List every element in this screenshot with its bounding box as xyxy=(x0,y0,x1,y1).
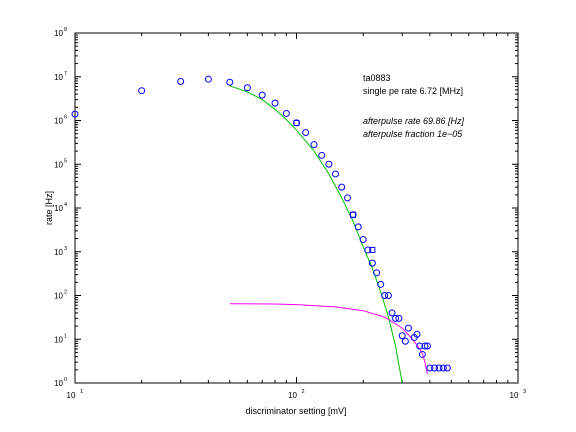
data-point xyxy=(413,330,421,338)
data-point xyxy=(332,170,340,178)
y-tick-label: 10 xyxy=(54,29,63,38)
data-point xyxy=(381,292,389,299)
data-point xyxy=(388,309,396,317)
data-point xyxy=(443,364,451,372)
annotation-afterpulse-rate: afterpulse rate 69.86 [Hz] xyxy=(363,116,465,126)
y-tick-label: 10 xyxy=(54,117,63,126)
fit-curve-magenta xyxy=(229,303,428,375)
data-point xyxy=(423,342,431,350)
y-tick-exponent: 7 xyxy=(64,71,67,77)
data-point xyxy=(421,342,429,350)
data-point xyxy=(398,332,406,340)
data-point xyxy=(368,259,376,267)
y-tick-exponent: 2 xyxy=(64,290,67,296)
y-tick-label: 10 xyxy=(54,73,63,82)
x-tick-label: 10 xyxy=(288,391,297,400)
y-tick-label: 10 xyxy=(54,292,63,301)
data-marks xyxy=(71,75,451,384)
x-tick-exponent: 3 xyxy=(523,389,526,395)
data-point-square xyxy=(293,119,300,126)
y-tick-exponent: 5 xyxy=(64,158,67,164)
data-point xyxy=(310,141,318,149)
y-tick-label: 10 xyxy=(54,335,63,344)
plot-frame xyxy=(74,32,519,384)
data-point xyxy=(338,183,346,191)
data-point xyxy=(364,246,372,254)
y-tick-exponent: 3 xyxy=(64,246,67,252)
y-tick-label: 10 xyxy=(54,160,63,169)
data-point xyxy=(282,109,290,117)
y-tick-label: 10 xyxy=(54,248,63,257)
tick-group: 10 1 10 2 10 310 010 110 210 310 410 510 610 710 8 xyxy=(54,27,526,400)
y-tick-exponent: 1 xyxy=(64,333,67,339)
data-point xyxy=(359,236,367,244)
data-point xyxy=(439,364,447,372)
y-tick-label: 10 xyxy=(54,204,63,213)
data-point xyxy=(435,364,443,372)
data-point xyxy=(325,160,333,168)
annotation-single-pe-rate: single pe rate 6.72 [MHz] xyxy=(363,86,463,96)
data-point xyxy=(431,364,439,372)
data-point xyxy=(395,314,403,322)
data-point xyxy=(377,280,385,288)
x-axis-label: discriminator setting [mV] xyxy=(245,406,346,416)
data-point xyxy=(416,342,424,350)
data-point xyxy=(344,194,352,202)
data-point xyxy=(404,324,412,332)
data-point-square xyxy=(369,246,376,253)
y-tick-exponent: 0 xyxy=(64,377,67,383)
y-tick-exponent: 4 xyxy=(64,202,67,208)
data-point xyxy=(226,78,234,86)
x-tick-exponent: 2 xyxy=(302,389,305,395)
data-point-square xyxy=(350,211,357,218)
data-point xyxy=(71,110,79,118)
y-tick-label: 10 xyxy=(54,379,63,388)
fit-curve-green xyxy=(229,85,403,384)
data-point xyxy=(204,75,212,83)
annotation-detector-id: ta0883 xyxy=(363,73,391,83)
data-point xyxy=(258,91,266,99)
y-tick-exponent: 6 xyxy=(64,115,67,121)
data-point xyxy=(318,151,326,159)
y-tick-exponent: 8 xyxy=(64,27,67,33)
data-point xyxy=(138,87,146,95)
x-tick-label: 10 xyxy=(510,391,519,400)
y-axis-label: rate [Hz] xyxy=(44,191,54,225)
x-tick-label: 10 xyxy=(67,391,76,400)
x-tick-exponent: 1 xyxy=(80,389,83,395)
data-point xyxy=(392,314,400,322)
data-point xyxy=(243,84,251,92)
data-point xyxy=(302,129,310,137)
data-point xyxy=(271,99,279,107)
data-point xyxy=(373,269,381,277)
data-point xyxy=(401,337,409,345)
data-point xyxy=(354,223,362,231)
data-point xyxy=(418,350,426,358)
data-point xyxy=(426,364,434,372)
data-point xyxy=(384,292,392,299)
annotation-afterpulse-fraction: afterpulse fraction 1e−05 xyxy=(363,129,463,139)
data-point xyxy=(177,77,185,85)
